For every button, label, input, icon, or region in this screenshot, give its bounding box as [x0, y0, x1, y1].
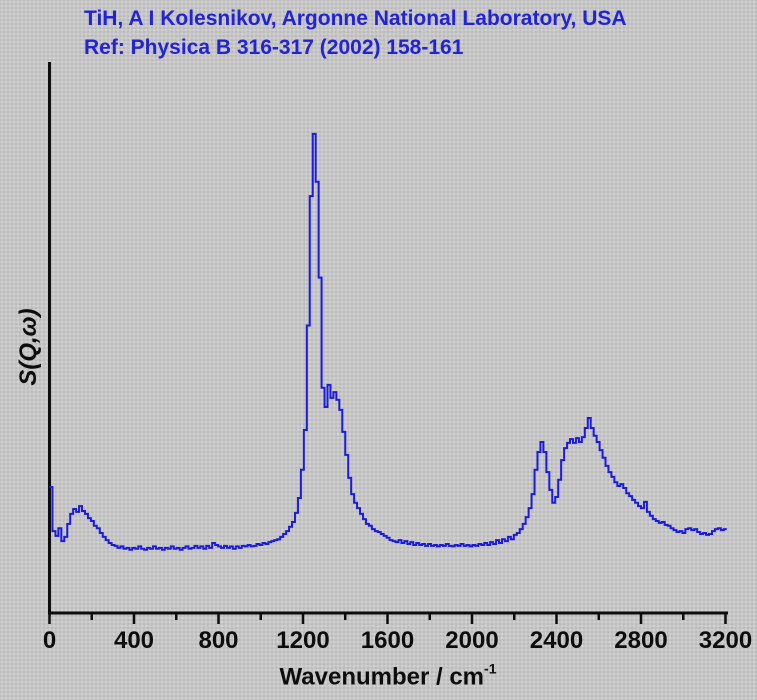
x-tick-label-0: 0 [43, 627, 56, 654]
x-axis-ticks [48, 614, 727, 624]
x-tick-label-400: 400 [114, 627, 154, 654]
x-axis-label: Wavenumber / cm-1 [279, 660, 497, 692]
x-tick-label-1200: 1200 [276, 627, 329, 654]
x-tick-label-1600: 1600 [361, 627, 414, 654]
plot-title-line1: TiH, A I Kolesnikov, Argonne National La… [84, 7, 627, 30]
x-tick-label-2000: 2000 [445, 627, 498, 654]
x-tick-label-3200: 3200 [699, 627, 752, 654]
plot-title: TiH, A I Kolesnikov, Argonne National La… [84, 5, 627, 62]
plot-title-line2: Ref: Physica B 316-317 (2002) 158-161 [84, 35, 464, 59]
spectrum-curve [49, 132, 727, 551]
axis-lines [48, 62, 728, 615]
x-axis-label-exponent: -1 [484, 660, 497, 677]
x-tick-label-2400: 2400 [530, 627, 583, 654]
x-tick-label-800: 800 [198, 627, 238, 654]
x-axis-label-text: Wavenumber / cm [279, 663, 485, 691]
x-tick-label-2800: 2800 [614, 627, 667, 654]
